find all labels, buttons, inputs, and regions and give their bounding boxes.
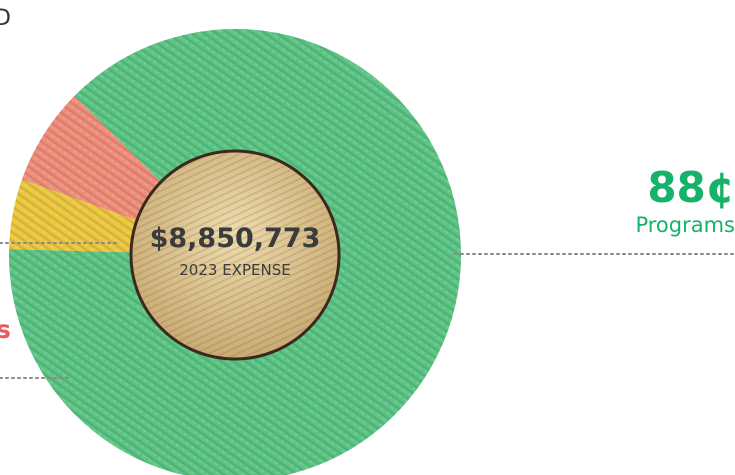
programs-value: 88¢ [647, 163, 735, 212]
cropped-label-top-left: D [0, 6, 11, 31]
cropped-label-red: s [0, 315, 11, 344]
programs-label: Programs [635, 213, 735, 237]
center-amount: $8,850,773 [150, 223, 321, 254]
center-caption: 2023 EXPENSE [179, 261, 290, 279]
center-hole-texture [133, 153, 337, 357]
